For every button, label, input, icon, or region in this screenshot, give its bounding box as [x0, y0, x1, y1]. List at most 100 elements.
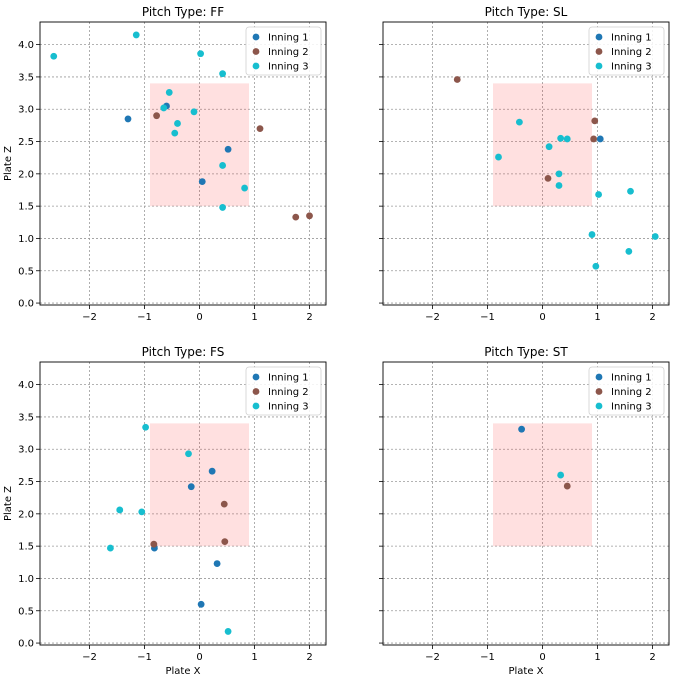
data-point-inning-3 [627, 187, 634, 195]
data-point-inning-3 [592, 262, 600, 270]
data-point-inning-3 [495, 153, 502, 161]
data-point-inning-3 [197, 50, 205, 58]
legend-marker [595, 33, 603, 41]
x-tick-label: 0 [196, 312, 202, 323]
legend-marker [595, 402, 603, 410]
y-tick-label: 1.0 [18, 234, 34, 245]
y-tick-label: 2.0 [18, 509, 34, 520]
legend-marker [252, 388, 260, 395]
x-tick-label: 1 [251, 312, 257, 323]
y-tick-label: 3.0 [18, 445, 34, 456]
data-point-inning-2 [306, 212, 313, 220]
data-point-inning-2 [256, 125, 264, 133]
legend-marker [252, 402, 260, 410]
x-tick-label: 2 [649, 652, 655, 663]
data-point-inning-3 [138, 508, 146, 516]
x-tick-label: −1 [137, 312, 152, 323]
legend: Inning 1 Inning 2 Inning 3 [588, 366, 665, 416]
chart-title: Pitch Type: FS [142, 345, 225, 359]
y-tick-label: 0.0 [18, 299, 34, 310]
legend-box [245, 366, 322, 416]
data-point-inning-2 [153, 112, 161, 120]
y-tick-label: 2.0 [18, 169, 34, 180]
data-point-inning-3 [516, 118, 523, 126]
data-point-inning-2 [563, 482, 571, 490]
legend-label: Inning 2 [611, 47, 652, 58]
x-tick-label: 0 [539, 652, 545, 663]
data-point-inning-2 [590, 135, 598, 143]
data-point-inning-1 [213, 560, 221, 567]
data-point-inning-3 [132, 31, 140, 39]
subplot-3: −2 −1 0 1 2 0.0 0.5 1.0 1.5 2.0 2.5 3.0 3.5 4.0 Pitch … [3, 345, 327, 677]
strike-zone [150, 83, 249, 207]
strike-zone [150, 423, 249, 547]
legend-marker [595, 62, 603, 70]
data-point-inning-2 [150, 540, 158, 548]
y-tick-label: 0.5 [18, 266, 34, 277]
data-point-inning-3 [219, 204, 227, 211]
data-point-inning-1 [124, 115, 132, 123]
x-tick-label: 0 [539, 312, 545, 323]
x-axis-label: Plate X [508, 666, 543, 677]
data-point-inning-3 [588, 231, 596, 238]
x-tick-label: −2 [82, 652, 97, 663]
data-point-inning-3 [219, 70, 227, 78]
data-point-inning-3 [171, 129, 179, 137]
axes-frame [39, 361, 327, 646]
x-tick-label: 1 [594, 312, 600, 323]
data-point-inning-1 [198, 178, 206, 185]
legend-label: Inning 2 [268, 47, 309, 58]
data-point-inning-2 [591, 117, 599, 125]
data-point-inning-3 [545, 143, 553, 151]
chart-title: Pitch Type: FF [142, 5, 224, 19]
y-tick-label: 1.0 [18, 574, 34, 585]
y-tick-label: 4.0 [18, 40, 34, 51]
data-point-inning-3 [555, 182, 563, 189]
legend-label: Inning 1 [268, 373, 309, 384]
data-point-inning-1 [224, 145, 232, 153]
data-point-inning-2 [220, 500, 228, 508]
legend-marker [595, 388, 603, 395]
data-point-inning-3 [160, 104, 168, 112]
legend: Inning 1 Inning 2 Inning 3 [588, 26, 665, 76]
subplot-1: −2 −1 0 1 2 0.0 0.5 1.0 1.5 2.0 2.5 3.0 3.5 4.0 Pitch … [3, 5, 327, 323]
legend-box [245, 26, 322, 76]
data-point-inning-1 [596, 135, 604, 143]
legend-marker [252, 33, 260, 41]
x-tick-label: −2 [425, 312, 440, 323]
data-point-inning-3 [557, 471, 565, 479]
y-tick-label: 4.0 [18, 380, 34, 391]
x-tick-label: 1 [594, 652, 600, 663]
x-tick-label: 0 [196, 652, 202, 663]
y-tick-label: 0.0 [18, 639, 34, 650]
data-point-inning-3 [625, 247, 633, 255]
legend-marker [595, 373, 603, 381]
legend-marker [252, 373, 260, 381]
data-point-inning-3 [116, 506, 124, 514]
legend-marker [252, 62, 260, 70]
data-point-inning-3 [241, 184, 249, 192]
y-tick-label: 2.5 [18, 137, 34, 148]
data-point-inning-3 [185, 450, 192, 458]
legend-label: Inning 2 [268, 387, 309, 398]
x-tick-label: −1 [480, 312, 495, 323]
data-point-inning-1 [197, 600, 205, 608]
strike-zone [493, 83, 592, 207]
data-point-inning-3 [142, 423, 150, 431]
y-axis-label: Plate Z [3, 486, 14, 521]
axes-frame [382, 361, 670, 646]
legend-label: Inning 1 [611, 373, 652, 384]
data-point-inning-3 [174, 120, 181, 127]
data-point-inning-2 [544, 174, 552, 182]
data-point-inning-3 [165, 89, 173, 96]
legend-marker [595, 48, 603, 55]
data-point-inning-3 [107, 544, 114, 552]
data-point-inning-3 [555, 170, 563, 178]
y-tick-label: 3.5 [18, 412, 34, 423]
data-point-inning-1 [518, 425, 525, 433]
y-tick-label: 1.5 [18, 202, 34, 213]
data-point-inning-2 [453, 76, 461, 83]
y-axis-label: Plate Z [3, 146, 14, 181]
